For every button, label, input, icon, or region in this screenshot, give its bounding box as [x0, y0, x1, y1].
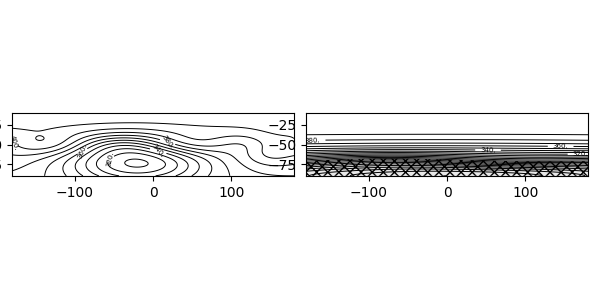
Text: 340.: 340.	[151, 143, 166, 159]
Text: 360.: 360.	[77, 143, 88, 160]
Text: 400.: 400.	[8, 135, 19, 151]
Text: 380.: 380.	[161, 134, 175, 150]
Text: 340.: 340.	[480, 147, 496, 153]
Text: 320.: 320.	[572, 151, 589, 157]
Text: 380.: 380.	[305, 137, 320, 144]
Text: 360.: 360.	[553, 143, 569, 150]
Text: 320.: 320.	[106, 151, 115, 167]
